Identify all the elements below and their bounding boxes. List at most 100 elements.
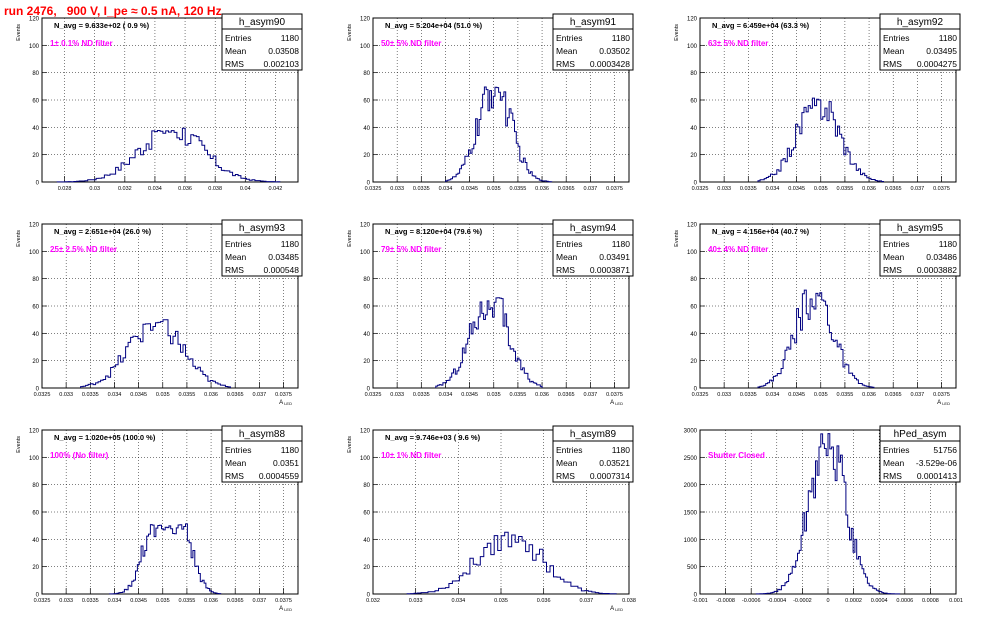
y-tick-label: 60	[690, 99, 697, 105]
histogram-line	[109, 523, 222, 595]
filter-label: Shutter Closed	[708, 451, 765, 460]
y-tick-label: 80	[32, 71, 39, 77]
y-axis-title: Events	[674, 230, 680, 247]
x-tick-label: 0.035	[156, 392, 170, 398]
x-tick-label: 0.0008	[922, 598, 939, 604]
stats-box	[221, 219, 303, 277]
y-axis-title: Events	[674, 24, 680, 41]
stats-mean-label: Mean	[556, 252, 578, 262]
stats-box-title: h_asym88	[239, 429, 286, 440]
y-tick-label: 40	[363, 538, 370, 544]
x-tick-label: 0.0365	[885, 392, 902, 398]
x-tick-label: 0.036	[204, 598, 218, 604]
y-tick-label: 20	[363, 565, 370, 571]
x-tick-label: 0.036	[535, 186, 549, 192]
stats-rms-value: 0.002103	[264, 59, 300, 69]
x-tick-label: 0.033	[59, 392, 73, 398]
x-tick-label: 0.033	[390, 186, 404, 192]
x-tick-label: 0.033	[390, 392, 404, 398]
y-axis-title: Events	[347, 230, 353, 247]
y-tick-label: 40	[363, 126, 370, 132]
x-tick-label: 0.036	[178, 186, 192, 192]
x-tick-label: 0.033	[59, 598, 73, 604]
x-axis-title: A LED	[610, 606, 623, 612]
x-tick-label: 0.0335	[82, 598, 99, 604]
filter-label: 1± 0.1% ND filter	[50, 39, 113, 48]
x-tick-label: 0.0345	[461, 186, 478, 192]
stats-rms-value: 0.0003428	[590, 59, 630, 69]
x-tick-label: 0.034	[439, 392, 453, 398]
y-tick-label: 500	[687, 565, 698, 571]
x-tick-label: 0.0335	[740, 186, 757, 192]
stats-mean-value: 0.03521	[599, 458, 630, 468]
stats-box-title: hPed_asym	[894, 429, 947, 440]
y-tick-label: 20	[690, 359, 697, 365]
stats-entries-label: Entries	[556, 33, 582, 43]
stats-rms-label: RMS	[556, 471, 575, 481]
x-axis-title: A LED	[610, 400, 623, 406]
y-tick-label: 3000	[684, 429, 698, 435]
x-tick-label: 0.0345	[130, 392, 147, 398]
y-tick-label: 0	[36, 387, 40, 393]
page-title: run 2476, 900 V, I_pe ≈ 0.5 nA, 120 Hz	[4, 4, 222, 18]
x-tick-label: 0.03	[89, 186, 100, 192]
n-avg-label: N_avg = 6.459e+04 (63.3 %)	[712, 21, 810, 30]
filter-label: 40± 4% ND filter	[708, 245, 768, 254]
y-axis-title: Events	[16, 24, 22, 41]
y-tick-label: 2500	[684, 456, 698, 462]
x-tick-label: 0.0365	[558, 392, 575, 398]
x-tick-label: 0.0355	[509, 392, 526, 398]
stats-rms-value: 0.0007314	[590, 471, 630, 481]
x-tick-label: 0.035	[814, 392, 828, 398]
stats-box	[552, 13, 634, 71]
stats-entries-value: 1180	[281, 33, 300, 43]
stats-mean-label: Mean	[556, 46, 578, 56]
x-tick-label: 0.0325	[365, 186, 382, 192]
stats-mean-label: Mean	[883, 46, 905, 56]
y-tick-label: 120	[360, 17, 371, 23]
y-tick-label: 0	[36, 593, 40, 599]
x-tick-label: 0.0325	[692, 392, 709, 398]
y-tick-label: 60	[363, 99, 370, 105]
histogram-line	[80, 319, 231, 388]
filter-label: 50± 5% ND filter	[381, 39, 441, 48]
x-tick-label: 0.0325	[34, 598, 51, 604]
filter-label: 10± 1% ND filter	[381, 451, 441, 460]
y-tick-label: 100	[29, 456, 40, 462]
x-tick-label: 0.0004	[871, 598, 888, 604]
stats-entries-label: Entries	[883, 33, 909, 43]
stats-entries-value: 1180	[612, 239, 631, 249]
y-tick-label: 0	[694, 593, 698, 599]
x-tick-label: 0.028	[58, 186, 72, 192]
stats-rms-label: RMS	[556, 265, 575, 275]
x-tick-label: 0.0375	[933, 392, 950, 398]
stats-mean-label: Mean	[883, 252, 905, 262]
y-axis-title: Events	[16, 230, 22, 247]
stats-entries-label: Entries	[556, 445, 582, 455]
stats-box-title: h_asym94	[570, 223, 617, 234]
x-tick-label: 0.0355	[836, 392, 853, 398]
stats-rms-value: 0.0001413	[917, 471, 957, 481]
stats-rms-label: RMS	[556, 59, 575, 69]
y-tick-label: 0	[694, 181, 698, 187]
x-tick-label: 0.0355	[509, 186, 526, 192]
x-tick-label: 0.0335	[413, 392, 430, 398]
x-tick-label: 0.04	[240, 186, 251, 192]
x-tick-label: 0.0365	[227, 598, 244, 604]
stats-entries-value: 1180	[612, 33, 631, 43]
stats-entries-value: 1180	[281, 445, 300, 455]
n-avg-label: N_avg = 1.020e+05 (100.0 %)	[54, 433, 156, 442]
y-tick-label: 1000	[684, 538, 698, 544]
n-avg-label: N_avg = 8.120e+04 (79.6 %)	[385, 227, 483, 236]
stats-entries-label: Entries	[556, 239, 582, 249]
x-tick-label: 0.033	[717, 186, 731, 192]
y-tick-label: 0	[367, 387, 371, 393]
stats-mean-label: Mean	[225, 46, 247, 56]
stats-mean-value: 0.03502	[599, 46, 630, 56]
y-tick-label: 80	[363, 277, 370, 283]
stats-box-title: h_asym89	[570, 429, 617, 440]
x-tick-label: 0.037	[252, 598, 266, 604]
x-tick-label: 0.035	[487, 392, 501, 398]
y-axis-title: Events	[347, 24, 353, 41]
